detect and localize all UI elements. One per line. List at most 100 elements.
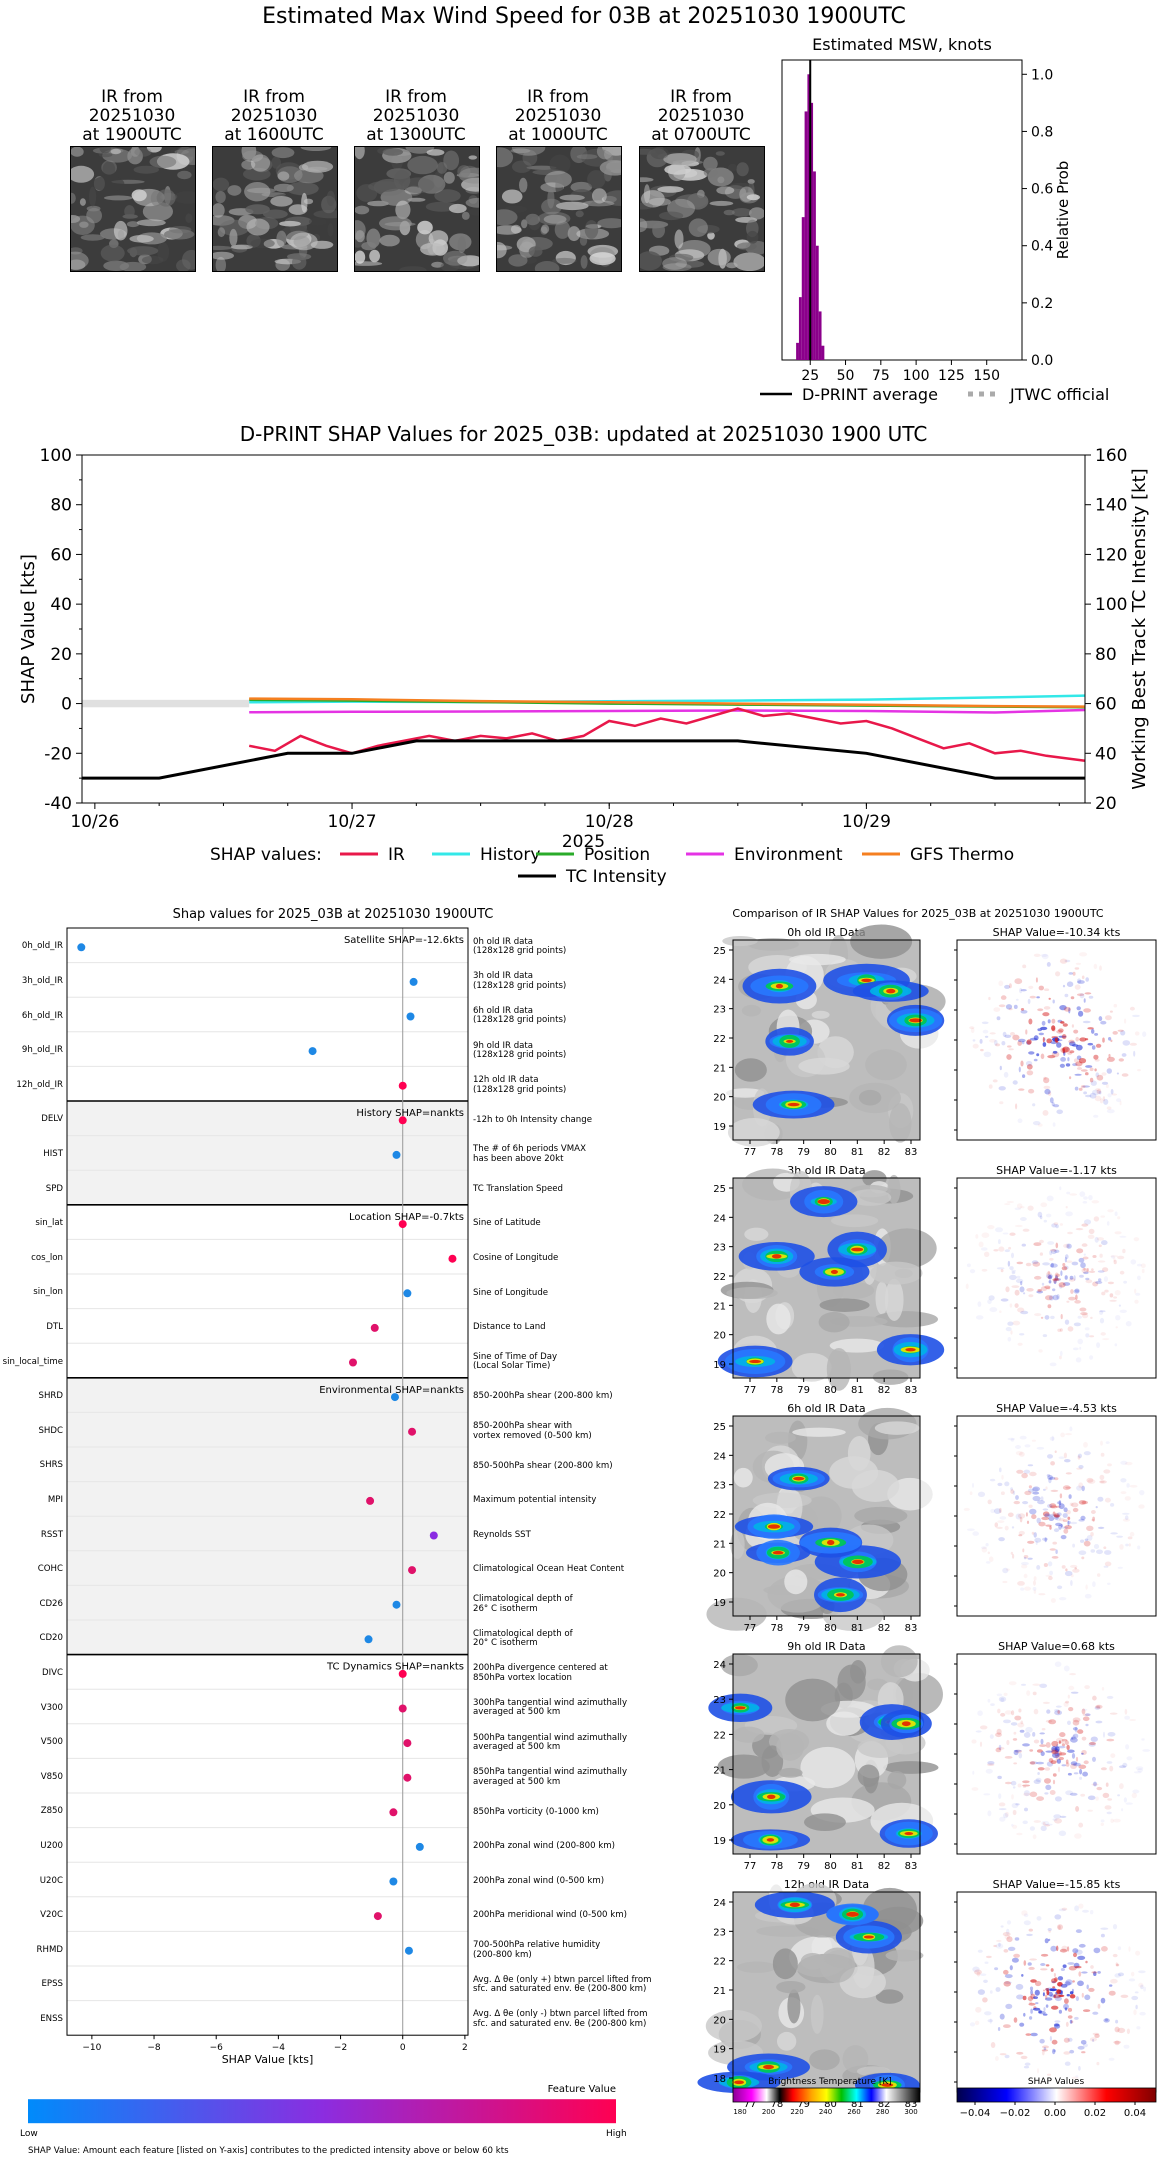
ir-xtick-label: 77 bbox=[744, 1861, 757, 1872]
ts-xtick-label: 10/27 bbox=[328, 812, 377, 832]
ir-panel bbox=[706, 1407, 933, 1632]
shap-panel-title: Shap values for 2025_03B at 20251030 190… bbox=[173, 907, 494, 922]
feature-description: Sine of Longitude bbox=[473, 1287, 549, 1298]
feature-shap-dot bbox=[389, 1808, 398, 1817]
ir-xtick-label: 81 bbox=[851, 2099, 864, 2110]
ts-legend-label: TC Intensity bbox=[565, 867, 667, 887]
msw-title: Estimated MSW, knots bbox=[812, 35, 992, 54]
msw-ytick-label: 0.2 bbox=[1031, 296, 1053, 312]
ir-tile-image bbox=[639, 146, 765, 272]
ir-ytick-label: 22 bbox=[713, 1034, 726, 1045]
ts-ytick-label: 0 bbox=[61, 695, 72, 715]
feature-name-label: HIST bbox=[43, 1148, 63, 1159]
ir-ytick-label: 21 bbox=[713, 1986, 726, 1997]
shap-cbar-tick-label: 0.04 bbox=[1124, 2108, 1146, 2119]
shap-xtick-label: −4 bbox=[272, 2043, 286, 2053]
feature-shap-dot bbox=[389, 1877, 398, 1886]
msw-bar bbox=[821, 345, 825, 360]
ir-panel bbox=[708, 1645, 943, 1854]
feature-description: Cosine of Longitude bbox=[473, 1252, 559, 1263]
bt-tick-label: 220 bbox=[790, 2108, 803, 2116]
shap-map bbox=[957, 940, 1156, 1140]
feature-shap-dot bbox=[429, 1531, 438, 1540]
feature-name-label: sin_lat bbox=[35, 1218, 63, 1229]
feature-description: 200hPa divergence centered at 850hPa vor… bbox=[473, 1663, 608, 1683]
feature-name-label: EPSS bbox=[41, 1979, 63, 1990]
ir-ytick-label: 23 bbox=[713, 1481, 726, 1492]
feature-description: 850hPa tangential wind azimuthally avera… bbox=[473, 1767, 628, 1787]
msw-bar bbox=[818, 311, 822, 360]
feature-shap-dot bbox=[448, 1254, 457, 1263]
shap-map-title: SHAP Value=-10.34 kts bbox=[993, 926, 1121, 939]
colorbar-low-label: Low bbox=[20, 2129, 38, 2139]
msw-bar bbox=[796, 342, 799, 360]
msw-ylabel: Relative Prob bbox=[1054, 161, 1072, 260]
feature-name-label: sin_local_time bbox=[2, 1356, 63, 1367]
feature-name-label: SHRD bbox=[38, 1391, 63, 1402]
feature-shap-dot bbox=[392, 1600, 401, 1609]
shap-map bbox=[957, 1654, 1156, 1854]
feature-shap-dot bbox=[370, 1323, 379, 1332]
shap-map bbox=[957, 1178, 1156, 1378]
feature-shap-dot bbox=[77, 943, 86, 952]
feature-description: 200hPa zonal wind (0-500 km) bbox=[473, 1875, 605, 1886]
feature-description: TC Translation Speed bbox=[473, 1183, 563, 1194]
ts-legend-label: GFS Thermo bbox=[910, 845, 1014, 865]
ir-xtick-label: 82 bbox=[878, 1861, 891, 1872]
ir-xtick-label: 82 bbox=[878, 2099, 891, 2110]
feature-shap-dot bbox=[403, 1289, 412, 1298]
feature-name-label: V500 bbox=[40, 1737, 63, 1748]
ir-ytick-label: 18 bbox=[713, 2074, 726, 2085]
ir-xtick-label: 82 bbox=[878, 1147, 891, 1158]
msw-xtick-label: 125 bbox=[938, 368, 965, 384]
msw-frame bbox=[781, 59, 1023, 361]
main-title: Estimated Max Wind Speed for 03B at 2025… bbox=[262, 4, 906, 29]
feature-name-label: DTL bbox=[46, 1321, 63, 1332]
ir-ytick-label: 22 bbox=[713, 1730, 726, 1741]
ir-panel bbox=[717, 1168, 945, 1391]
ts-legend-label: Position bbox=[584, 845, 650, 865]
group-label: TC Dynamics SHAP=nankts bbox=[326, 1662, 464, 1673]
ir-ytick-label: 24 bbox=[713, 1898, 726, 1909]
shap-panel-frame bbox=[66, 927, 469, 2036]
ir-ytick-label: 25 bbox=[713, 1184, 726, 1195]
feature-shap-dot bbox=[409, 977, 418, 986]
shap-cbar-tick-label: −0.04 bbox=[960, 2108, 991, 2119]
msw-bar bbox=[798, 297, 802, 360]
feature-description: Distance to Land bbox=[473, 1322, 546, 1333]
ir-xtick-label: 81 bbox=[851, 1147, 864, 1158]
shap-map-title: SHAP Value=-1.17 kts bbox=[996, 1164, 1117, 1177]
ts-ylabel-left: SHAP Value [kts] bbox=[18, 554, 39, 704]
ir-tile-caption: IR from 20251030 at 1600UTC bbox=[224, 87, 324, 145]
ts-legend-label: IR bbox=[388, 845, 405, 865]
ir-ytick-label: 20 bbox=[713, 1569, 726, 1580]
feature-name-label: cos_lon bbox=[31, 1252, 63, 1263]
ts-y2tick-label: 20 bbox=[1095, 794, 1117, 814]
feature-shap-dot bbox=[392, 1150, 401, 1159]
ir-panel-frame bbox=[732, 1177, 921, 1379]
ir-ytick-label: 19 bbox=[713, 1598, 726, 1609]
series-ir bbox=[248, 707, 1086, 762]
ir-xtick-label: 79 bbox=[797, 1147, 810, 1158]
feature-name-label: 3h_old_IR bbox=[21, 975, 63, 986]
msw-bar bbox=[810, 102, 814, 360]
ir-xtick-label: 80 bbox=[824, 1861, 837, 1872]
ts-ytick-label: 80 bbox=[50, 496, 72, 516]
feature-shap-dot bbox=[408, 1566, 417, 1575]
ts-y2tick-label: 80 bbox=[1095, 645, 1117, 665]
shap-cbar-tick-label: 0.02 bbox=[1084, 2108, 1106, 2119]
shap-map-title: SHAP Value=-15.85 kts bbox=[993, 1878, 1121, 1891]
ir-ytick-label: 23 bbox=[713, 1695, 726, 1706]
ts-legend-title: SHAP values: bbox=[210, 845, 322, 865]
ts-xtick-label: 10/28 bbox=[585, 812, 634, 832]
ir-ytick-label: 19 bbox=[713, 1360, 726, 1371]
ir-xtick-label: 77 bbox=[744, 1385, 757, 1396]
ir-ytick-label: 21 bbox=[713, 1301, 726, 1312]
feature-name-label: 0h_old_IR bbox=[21, 941, 63, 952]
feature-shap-dot bbox=[398, 1220, 407, 1229]
ir-ytick-label: 22 bbox=[713, 1957, 726, 1968]
ts-xtick-label: 10/26 bbox=[70, 812, 119, 832]
feature-shap-dot bbox=[398, 1704, 407, 1713]
feature-description: 850-200hPa shear with vortex removed (0-… bbox=[473, 1421, 592, 1441]
bt-tick-label: 300 bbox=[904, 2108, 917, 2116]
